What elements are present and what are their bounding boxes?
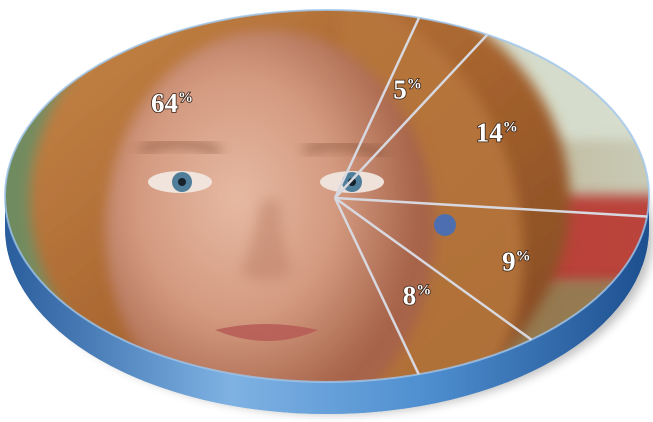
slice-label-4: 8% [403,280,432,310]
slice-divider-0 [333,17,421,199]
slice-label-3: 9% [502,247,531,277]
disc-top-edge [4,9,650,383]
slice-divider-1 [334,33,489,199]
slice-divider-4 [333,197,420,375]
slice-label-1: 5% [393,74,422,104]
slice-labels: 64% 5% 14% 9% 8% [150,74,531,312]
slice-dividers [333,17,648,375]
slice-divider-3 [334,196,533,341]
slice-label-0: 64% [151,88,193,118]
slice-label-2: 14% [476,117,518,147]
slice-divider-2 [334,196,648,218]
